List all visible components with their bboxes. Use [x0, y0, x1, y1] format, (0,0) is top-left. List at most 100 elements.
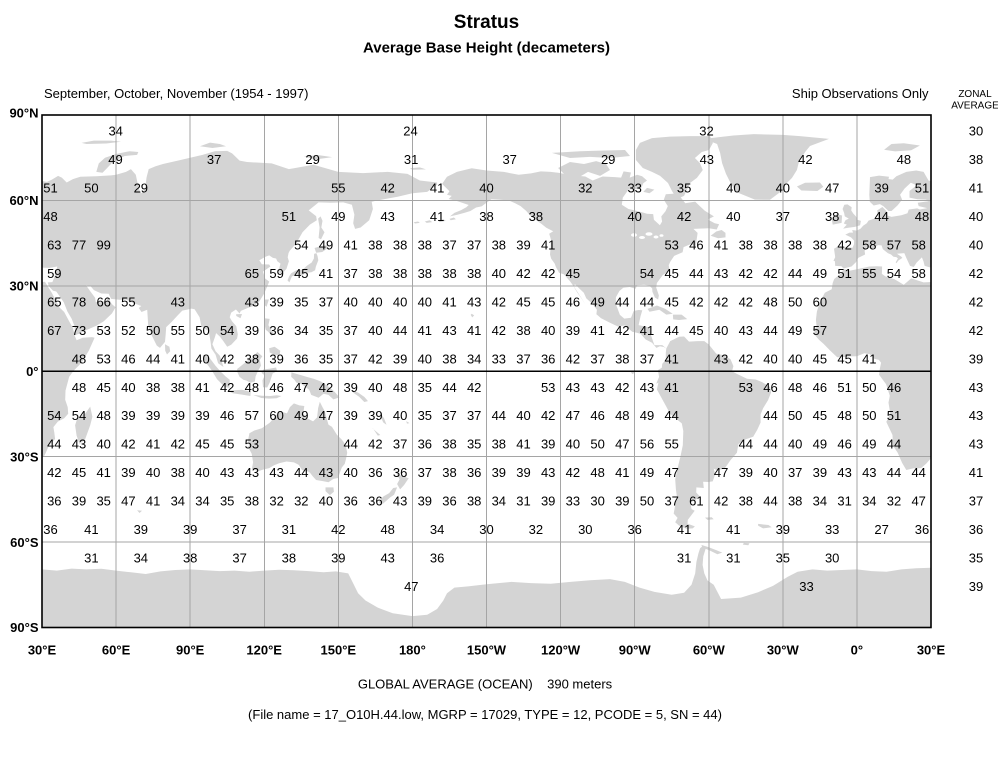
svg-text:40: 40	[418, 294, 432, 309]
svg-text:39: 39	[516, 237, 530, 252]
svg-text:41: 41	[726, 522, 740, 537]
svg-text:60°N: 60°N	[9, 193, 38, 208]
svg-text:78: 78	[72, 294, 86, 309]
svg-text:42: 42	[837, 237, 851, 252]
svg-text:38: 38	[615, 351, 629, 366]
svg-text:37: 37	[969, 494, 983, 509]
svg-text:60: 60	[813, 294, 827, 309]
svg-text:39: 39	[541, 494, 555, 509]
svg-text:37: 37	[343, 266, 357, 281]
svg-text:73: 73	[72, 323, 86, 338]
svg-text:39: 39	[418, 494, 432, 509]
svg-text:Stratus: Stratus	[454, 12, 519, 33]
svg-text:35: 35	[969, 551, 983, 566]
svg-text:38: 38	[393, 266, 407, 281]
svg-text:31: 31	[84, 551, 98, 566]
svg-text:0°: 0°	[26, 364, 38, 379]
svg-text:32: 32	[699, 124, 713, 139]
svg-text:33: 33	[492, 351, 506, 366]
svg-text:42: 42	[492, 294, 506, 309]
svg-text:45: 45	[96, 380, 110, 395]
svg-text:57: 57	[813, 323, 827, 338]
svg-text:42: 42	[319, 380, 333, 395]
svg-text:43: 43	[393, 494, 407, 509]
svg-text:49: 49	[640, 408, 654, 423]
svg-text:40: 40	[763, 465, 777, 480]
svg-text:34: 34	[492, 494, 506, 509]
svg-text:50: 50	[84, 180, 98, 195]
svg-text:65: 65	[245, 266, 259, 281]
svg-text:38: 38	[368, 266, 382, 281]
svg-text:46: 46	[269, 380, 283, 395]
svg-text:41: 41	[467, 323, 481, 338]
svg-text:77: 77	[72, 237, 86, 252]
svg-text:Ship Observations Only: Ship Observations Only	[792, 86, 929, 101]
svg-text:48: 48	[72, 380, 86, 395]
svg-text:40: 40	[146, 465, 160, 480]
svg-text:32: 32	[269, 494, 283, 509]
svg-text:32: 32	[578, 180, 592, 195]
svg-text:37: 37	[664, 494, 678, 509]
svg-text:40: 40	[319, 494, 333, 509]
svg-text:39: 39	[541, 437, 555, 452]
svg-text:50: 50	[590, 437, 604, 452]
svg-text:36: 36	[47, 494, 61, 509]
svg-text:31: 31	[726, 551, 740, 566]
svg-text:60°E: 60°E	[102, 643, 131, 658]
svg-text:48: 48	[897, 152, 911, 167]
svg-text:40: 40	[969, 237, 983, 252]
svg-text:55: 55	[862, 266, 876, 281]
svg-text:39: 39	[331, 551, 345, 566]
svg-text:44: 44	[640, 294, 654, 309]
svg-text:41: 41	[430, 209, 444, 224]
svg-text:44: 44	[664, 323, 678, 338]
svg-text:36: 36	[541, 351, 555, 366]
svg-text:46: 46	[763, 380, 777, 395]
svg-text:43: 43	[739, 323, 753, 338]
svg-text:40: 40	[788, 437, 802, 452]
svg-text:42: 42	[798, 152, 812, 167]
svg-text:51: 51	[887, 408, 901, 423]
svg-text:40: 40	[121, 380, 135, 395]
svg-text:50: 50	[862, 380, 876, 395]
svg-text:36: 36	[467, 465, 481, 480]
svg-text:47: 47	[294, 380, 308, 395]
svg-text:(File name = 17_O10H.44.low, M: (File name = 17_O10H.44.low, MGRP = 1702…	[248, 707, 722, 722]
svg-text:35: 35	[467, 437, 481, 452]
svg-text:36: 36	[915, 522, 929, 537]
svg-text:37: 37	[343, 351, 357, 366]
svg-text:37: 37	[590, 351, 604, 366]
svg-text:33: 33	[825, 522, 839, 537]
svg-text:44: 44	[343, 437, 357, 452]
svg-text:49: 49	[294, 408, 308, 423]
svg-text:50: 50	[640, 494, 654, 509]
svg-text:38: 38	[368, 237, 382, 252]
svg-text:38: 38	[969, 152, 983, 167]
svg-text:41: 41	[430, 180, 444, 195]
svg-text:45: 45	[195, 437, 209, 452]
svg-text:43: 43	[380, 209, 394, 224]
svg-text:AVERAGE: AVERAGE	[951, 101, 998, 112]
svg-text:38: 38	[245, 351, 259, 366]
svg-text:41: 41	[969, 180, 983, 195]
svg-text:43: 43	[590, 380, 604, 395]
svg-text:47: 47	[714, 465, 728, 480]
svg-text:40: 40	[627, 209, 641, 224]
svg-text:48: 48	[590, 465, 604, 480]
svg-text:45: 45	[813, 351, 827, 366]
svg-text:120°E: 120°E	[246, 643, 282, 658]
svg-text:43: 43	[837, 465, 851, 480]
svg-text:42: 42	[615, 323, 629, 338]
svg-text:38: 38	[442, 437, 456, 452]
svg-text:46: 46	[887, 380, 901, 395]
svg-text:60: 60	[269, 408, 283, 423]
svg-text:38: 38	[788, 494, 802, 509]
svg-text:43: 43	[566, 380, 580, 395]
svg-text:42: 42	[380, 180, 394, 195]
svg-text:38: 38	[282, 551, 296, 566]
svg-text:43: 43	[969, 408, 983, 423]
svg-text:47: 47	[566, 408, 580, 423]
svg-text:38: 38	[467, 494, 481, 509]
svg-text:39: 39	[269, 351, 283, 366]
svg-text:37: 37	[343, 323, 357, 338]
